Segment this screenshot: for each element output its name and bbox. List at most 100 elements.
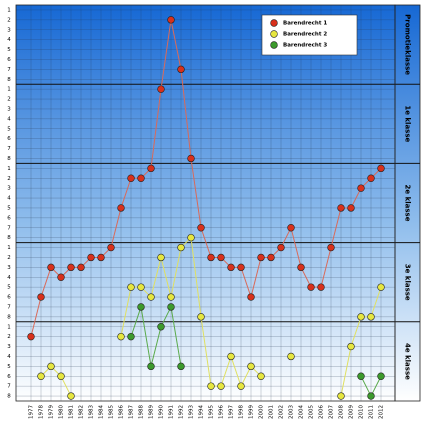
y-tick-label: 1 <box>7 245 11 251</box>
y-tick-label: 7 <box>7 225 11 231</box>
data-point <box>27 332 35 341</box>
y-tick-label: 4 <box>7 116 11 122</box>
x-tick-label: 1980 <box>59 405 65 419</box>
data-point <box>207 382 215 390</box>
x-tick-label: 2009 <box>349 405 355 419</box>
y-tick-label: 2 <box>7 97 11 103</box>
data-point <box>47 362 55 371</box>
data-point <box>147 293 155 301</box>
data-point <box>47 263 55 272</box>
data-point <box>137 283 145 291</box>
x-tick-label: 1985 <box>109 405 115 419</box>
band-label: 3e klasse <box>404 264 412 301</box>
x-tick-label: 2003 <box>289 405 295 419</box>
band-strip <box>394 4 421 402</box>
y-tick-label: 7 <box>7 146 11 152</box>
y-tick-label: 2 <box>7 17 11 23</box>
y-tick-label: 4 <box>7 354 11 360</box>
y-tick-label: 4 <box>7 275 11 281</box>
data-point <box>297 263 305 272</box>
y-tick-label: 3 <box>7 265 11 271</box>
x-tick-label: 2012 <box>379 405 385 419</box>
y-tick-label: 3 <box>7 27 11 33</box>
x-tick-label: 1986 <box>119 405 125 419</box>
data-point <box>137 303 145 311</box>
data-point <box>217 382 225 390</box>
data-point <box>357 372 365 380</box>
y-tick-label: 5 <box>7 364 11 370</box>
x-tick-label: 1989 <box>149 405 155 419</box>
x-tick-label: 1979 <box>49 405 55 419</box>
y-tick-label: 1 <box>7 166 11 172</box>
y-tick-label: 8 <box>7 77 11 83</box>
y-tick-label: 6 <box>7 374 11 380</box>
x-tick-label: 1977 <box>29 405 35 419</box>
data-point <box>317 283 325 291</box>
data-point <box>367 313 375 321</box>
y-tick-label: 8 <box>7 156 11 162</box>
data-point <box>227 263 235 272</box>
data-point <box>377 283 385 291</box>
legend-box <box>261 14 358 56</box>
x-tick-label: 1990 <box>159 405 165 419</box>
data-point <box>127 332 135 341</box>
data-point <box>257 372 265 380</box>
y-tick-label: 2 <box>7 334 11 340</box>
x-tick-label: 2004 <box>299 405 305 419</box>
y-tick-label: 2 <box>7 255 11 261</box>
y-tick-label: 4 <box>7 196 11 202</box>
x-tick-label: 2000 <box>259 405 265 419</box>
data-point <box>207 253 215 262</box>
data-point <box>87 253 95 262</box>
x-tick-label: 1998 <box>239 405 245 419</box>
data-point <box>197 224 205 232</box>
band-label: 2e klasse <box>404 185 412 222</box>
x-tick-label: 2001 <box>269 405 275 419</box>
x-tick-label: 2008 <box>339 405 345 419</box>
legend-marker <box>270 30 278 38</box>
band-label: 4e klasse <box>404 343 412 380</box>
band-label: 1e klasse <box>404 105 412 142</box>
y-tick-label: 8 <box>7 394 11 400</box>
data-point <box>67 392 75 400</box>
data-point <box>117 332 125 341</box>
y-tick-label: 1 <box>7 7 11 13</box>
data-point <box>187 233 195 242</box>
data-point <box>97 253 105 262</box>
data-point <box>337 392 345 400</box>
data-point <box>337 204 345 212</box>
data-point <box>347 342 355 351</box>
x-tick-label: 2002 <box>279 405 285 419</box>
y-tick-label: 3 <box>7 186 11 192</box>
x-tick-label: 2005 <box>309 405 315 419</box>
data-point <box>177 362 185 371</box>
y-tick-label: 8 <box>7 314 11 320</box>
plot-frame <box>15 4 396 402</box>
y-tick-label: 5 <box>7 285 11 291</box>
data-point <box>147 362 155 371</box>
x-tick-label: 1981 <box>69 405 75 419</box>
legend-label: Barendrecht 2 <box>283 32 327 38</box>
y-tick-label: 3 <box>7 106 11 112</box>
data-point <box>307 283 315 291</box>
y-tick-label: 1 <box>7 324 11 330</box>
data-point <box>167 303 175 311</box>
data-point <box>377 372 385 380</box>
data-point <box>107 243 115 252</box>
y-tick-label: 6 <box>7 215 11 221</box>
data-point <box>177 65 185 74</box>
data-point <box>357 313 365 321</box>
y-tick-label: 3 <box>7 344 11 350</box>
data-point <box>197 313 205 321</box>
data-point <box>57 372 65 380</box>
plot-background <box>16 5 395 401</box>
x-tick-label: 1991 <box>169 405 175 419</box>
x-tick-label: 1978 <box>39 405 45 419</box>
data-point <box>227 352 235 361</box>
data-point <box>157 85 165 93</box>
legend-marker <box>270 41 278 49</box>
x-tick-label: 1992 <box>179 405 185 419</box>
x-tick-label: 1997 <box>229 405 235 419</box>
data-point <box>237 382 245 390</box>
y-tick-label: 4 <box>7 37 11 43</box>
